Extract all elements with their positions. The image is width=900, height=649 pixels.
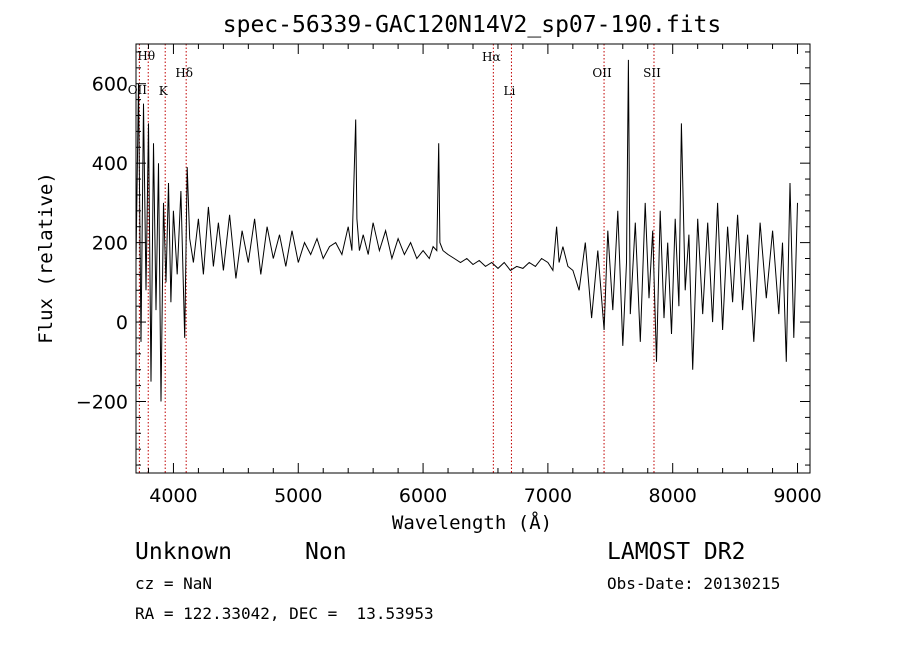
redshift-value: cz = NaN <box>135 574 213 593</box>
object-subclass: Non <box>305 539 347 565</box>
y-tick-label: 0 <box>116 312 128 334</box>
observation-date: Obs-Date: 20130215 <box>607 574 781 593</box>
chart-title: spec-56339-GAC120N14V2_sp07-190.fits <box>223 12 722 38</box>
object-class: Unknown <box>135 539 232 565</box>
x-axis-label: Wavelength (Å) <box>392 511 552 534</box>
line-marker-label: K <box>159 84 169 98</box>
y-tick-label: 600 <box>92 74 128 96</box>
x-tick-label: 8000 <box>649 485 697 507</box>
line-marker-label: Li <box>504 84 516 98</box>
line-marker-label: OII <box>592 66 612 80</box>
line-marker-label: SII <box>643 66 661 80</box>
line-marker-label: Hα <box>482 50 501 64</box>
coordinates: RA = 122.33042, DEC = 13.53953 <box>135 604 434 623</box>
y-tick-label: −200 <box>76 392 128 414</box>
y-axis-label: Flux (relative) <box>35 172 57 344</box>
y-tick-label: 400 <box>92 153 128 175</box>
survey-name: LAMOST DR2 <box>607 539 746 565</box>
line-marker-label: OII <box>128 83 148 97</box>
spectrum-line <box>135 59 798 402</box>
x-tick-label: 6000 <box>399 485 447 507</box>
x-tick-label: 7000 <box>524 485 572 507</box>
x-tick-label: 5000 <box>274 485 322 507</box>
line-marker-label: Hθ <box>137 49 155 63</box>
y-tick-label: 200 <box>92 233 128 255</box>
plot-frame <box>135 43 811 474</box>
x-tick-label: 4000 <box>149 485 197 507</box>
line-marker-label: Hδ <box>175 66 193 80</box>
x-tick-label: 9000 <box>773 485 821 507</box>
